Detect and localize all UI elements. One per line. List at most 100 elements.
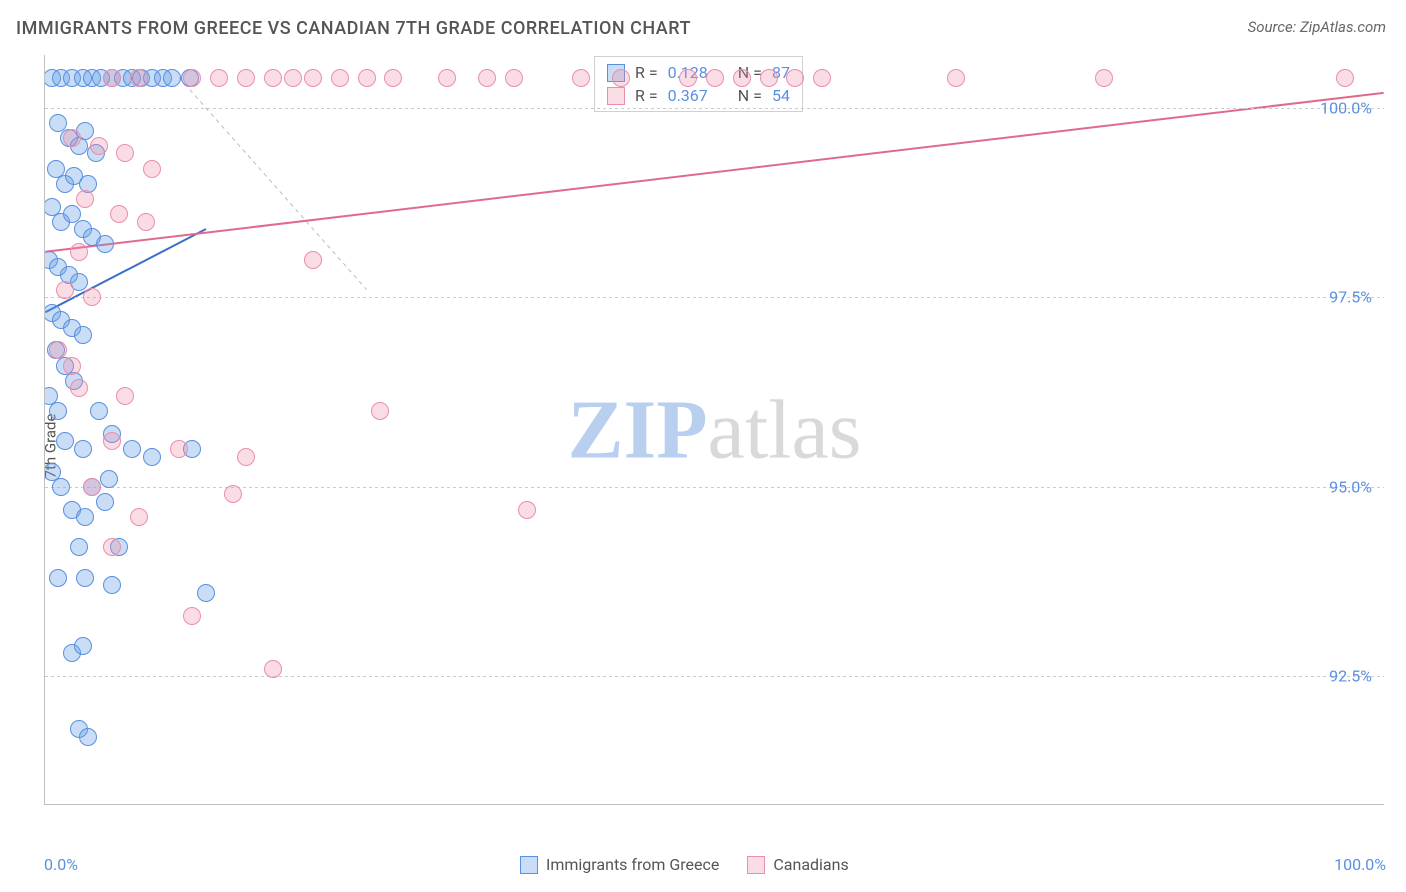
watermark-light: atlas [708, 383, 862, 476]
scatter-point [83, 478, 101, 496]
scatter-point [679, 69, 697, 87]
source-name: ZipAtlas.com [1300, 18, 1386, 36]
scatter-point [49, 569, 67, 587]
scatter-point [358, 69, 376, 87]
scatter-point [63, 129, 81, 147]
y-tick-label: 92.5% [1329, 667, 1372, 686]
y-tick-label: 95.0% [1329, 477, 1372, 496]
gridline-h [45, 108, 1384, 109]
scatter-point [49, 402, 67, 420]
scatter-point [70, 243, 88, 261]
scatter-point [116, 144, 134, 162]
scatter-point [304, 69, 322, 87]
scatter-point [49, 341, 67, 359]
r-value: 0.367 [668, 86, 708, 105]
scatter-point [505, 69, 523, 87]
scatter-point [76, 508, 94, 526]
scatter-point [264, 69, 282, 87]
scatter-point [1336, 69, 1354, 87]
scatter-point [224, 485, 242, 503]
legend-swatch [607, 87, 625, 105]
y-tick-label: 100.0% [1320, 99, 1372, 118]
scatter-point [74, 637, 92, 655]
scatter-point [438, 69, 456, 87]
chart-title: IMMIGRANTS FROM GREECE VS CANADIAN 7TH G… [16, 18, 691, 39]
scatter-point [163, 69, 181, 87]
scatter-point [284, 69, 302, 87]
scatter-point [70, 379, 88, 397]
scatter-point [74, 440, 92, 458]
scatter-point [813, 69, 831, 87]
scatter-point [110, 205, 128, 223]
scatter-point [116, 387, 134, 405]
scatter-point [96, 493, 114, 511]
scatter-point [237, 69, 255, 87]
x-tick-mark [313, 804, 314, 805]
scatter-point [170, 440, 188, 458]
scatter-point [130, 69, 148, 87]
x-tick-mark [1117, 804, 1118, 805]
x-tick-mark [1251, 804, 1252, 805]
scatter-point [90, 137, 108, 155]
r-label: R = [635, 63, 658, 82]
legend-swatch [747, 856, 765, 874]
scatter-point [90, 402, 108, 420]
scatter-point [572, 69, 590, 87]
watermark: ZIPatlas [568, 381, 862, 478]
scatter-point [70, 538, 88, 556]
legend-swatch [520, 856, 538, 874]
scatter-point [518, 501, 536, 519]
x-tick-max: 100.0% [1334, 855, 1386, 874]
scatter-point [63, 357, 81, 375]
scatter-point [264, 660, 282, 678]
scatter-point [76, 190, 94, 208]
scatter-point [83, 288, 101, 306]
x-tick-min: 0.0% [44, 855, 78, 874]
scatter-point [760, 69, 778, 87]
scatter-point [947, 69, 965, 87]
n-label: N = [738, 86, 762, 105]
scatter-point [733, 69, 751, 87]
gridline-h [45, 487, 1384, 488]
scatter-point [210, 69, 228, 87]
scatter-point [103, 69, 121, 87]
scatter-point [103, 576, 121, 594]
scatter-point [304, 251, 322, 269]
n-value: 54 [772, 86, 790, 105]
r-label: R = [635, 86, 658, 105]
x-tick-mark [447, 804, 448, 805]
scatter-point [56, 281, 74, 299]
scatter-point [137, 213, 155, 231]
plot-canvas: ZIPatlas R =0.128N =87R =0.367N =54 92.5… [44, 55, 1384, 805]
watermark-bold: ZIP [568, 383, 708, 476]
scatter-point [130, 508, 148, 526]
legend-label: Immigrants from Greece [546, 855, 719, 874]
scatter-point [143, 160, 161, 178]
source-label: Source: ZipAtlas.com [1248, 18, 1386, 36]
scatter-point [706, 69, 724, 87]
x-tick-mark [179, 804, 180, 805]
scatter-point [384, 69, 402, 87]
scatter-point [74, 326, 92, 344]
scatter-point [103, 538, 121, 556]
x-tick-mark [849, 804, 850, 805]
x-tick-mark [983, 804, 984, 805]
legend-item: Immigrants from Greece [520, 855, 719, 874]
scatter-point [478, 69, 496, 87]
legend-item: Canadians [747, 855, 848, 874]
x-tick-mark [715, 804, 716, 805]
scatter-point [143, 448, 161, 466]
stats-legend-row: R = 0.367 N = 54 [607, 84, 790, 107]
scatter-point [103, 432, 121, 450]
scatter-point [100, 470, 118, 488]
scatter-point [371, 402, 389, 420]
trend-lines-svg [45, 55, 1384, 804]
scatter-point [56, 432, 74, 450]
scatter-point [76, 569, 94, 587]
gridline-h [45, 676, 1384, 677]
header: IMMIGRANTS FROM GREECE VS CANADIAN 7TH G… [0, 0, 1406, 47]
scatter-point [1095, 69, 1113, 87]
scatter-point [786, 69, 804, 87]
scatter-point [183, 607, 201, 625]
y-tick-label: 97.5% [1329, 288, 1372, 307]
